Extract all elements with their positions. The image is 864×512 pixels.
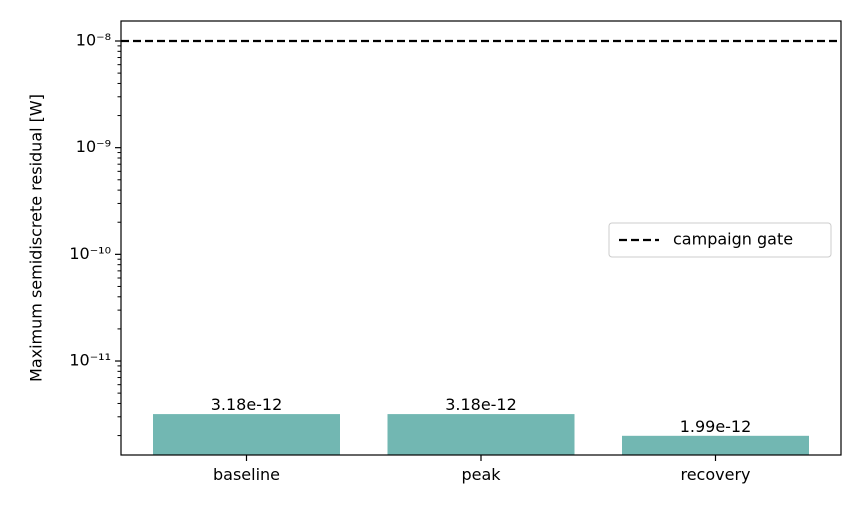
axes-frame (120, 20, 842, 456)
x-tick-label: recovery (680, 465, 750, 484)
y-tick-label: 10⁻⁹ (76, 137, 111, 156)
x-tick-label: baseline (213, 465, 280, 484)
bar (153, 414, 340, 455)
y-tick-label: 10⁻¹¹ (69, 351, 111, 370)
value-label: 1.99e-12 (680, 417, 752, 436)
y-tick-label: 10⁻¹⁰ (69, 244, 111, 263)
x-tick-label: peak (461, 465, 501, 484)
value-label: 3.18e-12 (211, 395, 283, 414)
legend-box (608, 222, 832, 258)
bar (622, 435, 809, 455)
y-tick-label: 10⁻⁸ (76, 31, 111, 50)
value-label: 3.18e-12 (445, 395, 517, 414)
legend-label: campaign gate (673, 230, 793, 249)
bar (387, 414, 575, 455)
y-axis-label: Maximum semidiscrete residual [W] (27, 94, 46, 382)
